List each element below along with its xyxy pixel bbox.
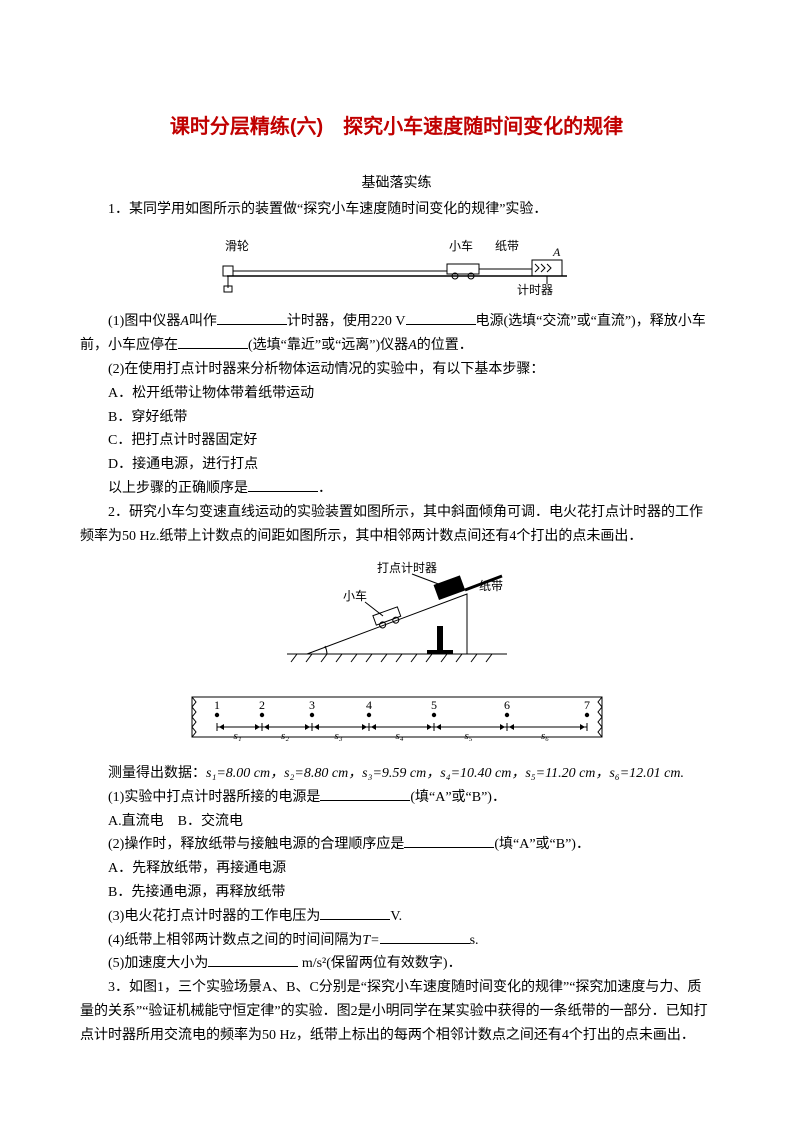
q2p4e: s. — [470, 933, 479, 948]
q2-stem: 2．研究小车匀变速直线运动的实验装置如图所示，其中斜面倾角可调．电火花打点计时器… — [80, 501, 713, 549]
q1-optB: B．穿好纸带 — [80, 406, 713, 430]
svg-text:5: 5 — [431, 698, 437, 712]
svg-text:s₂: s₂ — [281, 730, 289, 742]
svg-text:s₁: s₁ — [233, 730, 241, 742]
q2mv: s₁=8.00 cm，s₂=8.80 cm，s₃=9.59 cm，s₄=10.4… — [206, 766, 684, 781]
label-timer2: 打点计时器 — [377, 561, 437, 575]
svg-text:s₆: s₆ — [541, 730, 549, 742]
q1-part3: 以上步骤的正确顺序是 ． — [80, 477, 713, 501]
svg-text:A: A — [552, 245, 561, 259]
q2p4a: (4)纸带上相邻两计数点之间的时间间隔为 — [108, 933, 362, 948]
q2-p1: (1)实验中打点计时器所接的电源是 (填“A”或“B”)． — [80, 786, 713, 810]
q1-optA: A．松开纸带让物体带着纸带运动 — [80, 382, 713, 406]
label-timer: 计时器 — [517, 283, 553, 297]
blank-q2-1[interactable] — [320, 786, 410, 801]
q1-part2: (2)在使用打点计时器来分析物体运动情况的实验中，有以下基本步骤： — [80, 358, 713, 382]
q1-A2: A — [408, 338, 417, 353]
q2p2: (2)操作时，释放纸带与接触电源的合理顺序应是 — [108, 837, 404, 852]
svg-text:3: 3 — [309, 698, 315, 712]
q1p1b: 叫作 — [189, 314, 217, 329]
q1-stem: 1．某同学用如图所示的装置做“探究小车速度随时间变化的规律”实验． — [80, 198, 713, 222]
q2-p3: (3)电火花打点计时器的工作电压为 V. — [80, 905, 713, 929]
label-tape: 纸带 — [495, 239, 519, 253]
q1p1c: 计时器，使用220 V — [287, 314, 406, 329]
q2p2e: (填“A”或“B”)． — [494, 837, 590, 852]
page-title: 课时分层精练(六) 探究小车速度随时间变化的规律 — [80, 110, 713, 144]
svg-text:4: 4 — [366, 698, 372, 712]
label-car: 小车 — [449, 238, 473, 253]
svg-text:7: 7 — [584, 698, 590, 712]
q2p3: (3)电火花打点计时器的工作电压为 — [108, 909, 320, 924]
q1-A1: A — [180, 314, 189, 329]
blank-near-far[interactable] — [178, 334, 248, 349]
blank-power-type[interactable] — [406, 310, 476, 325]
blank-order[interactable] — [248, 477, 318, 492]
q2-p2: (2)操作时，释放纸带与接触电源的合理顺序应是 (填“A”或“B”)． — [80, 833, 713, 857]
svg-text:s₅: s₅ — [464, 730, 472, 742]
label-car2: 小车 — [343, 588, 367, 603]
blank-timer-name[interactable] — [217, 310, 287, 325]
q2-tape-svg: 1 2 s₁ 3 s₂ 4 s₃ 5 s₄ 6 s₅ 7 s₆ — [187, 689, 607, 749]
q1-apparatus-svg: 滑轮 小车 纸带 A 计时器 — [217, 228, 577, 298]
blank-q2-4[interactable] — [380, 929, 470, 944]
page: 课时分层精练(六) 探究小车速度随时间变化的规律 基础落实练 1．某同学用如图所… — [0, 0, 793, 1122]
svg-text:2: 2 — [259, 698, 265, 712]
q1p1f: 的位置． — [417, 338, 473, 353]
svg-text:s₄: s₄ — [395, 730, 403, 742]
q2-figure-tape: 1 2 s₁ 3 s₂ 4 s₃ 5 s₄ 6 s₅ 7 s₆ — [80, 689, 713, 758]
q2p4T: T= — [362, 933, 379, 948]
q1p3e: ． — [318, 481, 332, 496]
q2-incline-svg: 打点计时器 小车 纸带 — [267, 554, 527, 674]
q2-measure: 测量得出数据：s₁=8.00 cm，s₂=8.80 cm，s₃=9.59 cm，… — [80, 762, 713, 786]
q2p1: (1)实验中打点计时器所接的电源是 — [108, 790, 320, 805]
q2mp: 测量得出数据： — [108, 766, 206, 781]
q2-p2-optB: B．先接通电源，再释放纸带 — [80, 881, 713, 905]
svg-text:s₃: s₃ — [334, 730, 342, 742]
q1-figure: 滑轮 小车 纸带 A 计时器 — [80, 228, 713, 307]
svg-text:1: 1 — [214, 698, 220, 712]
label-pulley: 滑轮 — [225, 239, 249, 253]
q1p1e: (选填“靠近”或“远离”)仪器 — [248, 338, 408, 353]
q1-optC: C．把打点计时器固定好 — [80, 429, 713, 453]
q1-part1: (1)图中仪器A叫作计时器，使用220 V电源(选填“交流”或“直流”)，释放小… — [80, 310, 713, 358]
svg-text:6: 6 — [504, 698, 510, 712]
q2-figure-incline: 打点计时器 小车 纸带 — [80, 554, 713, 683]
q2-p1-opts: A.直流电 B．交流电 — [80, 810, 713, 834]
q2-p4: (4)纸带上相邻两计数点之间的时间间隔为T= s. — [80, 929, 713, 953]
blank-q2-5[interactable] — [208, 952, 298, 967]
q3-stem: 3．如图1，三个实验场景A、B、C分别是“探究小车速度随时间变化的规律”“探究加… — [80, 976, 713, 1047]
blank-q2-3[interactable] — [320, 905, 390, 920]
q1p3: 以上步骤的正确顺序是 — [108, 481, 248, 496]
q2-p2-optA: A．先释放纸带，再接通电源 — [80, 857, 713, 881]
blank-q2-2[interactable] — [404, 833, 494, 848]
q1p1a: (1)图中仪器 — [108, 314, 180, 329]
q1-optD: D．接通电源，进行打点 — [80, 453, 713, 477]
q2p5: (5)加速度大小为 — [108, 956, 208, 971]
q2p3e: V. — [390, 909, 402, 924]
q2p1e: (填“A”或“B”)． — [410, 790, 506, 805]
label-tape2: 纸带 — [479, 579, 503, 593]
section-subtitle: 基础落实练 — [80, 172, 713, 196]
q2p5u: m/s²(保留两位有效数字)． — [298, 956, 461, 971]
q2-p5: (5)加速度大小为 m/s²(保留两位有效数字)． — [80, 952, 713, 976]
